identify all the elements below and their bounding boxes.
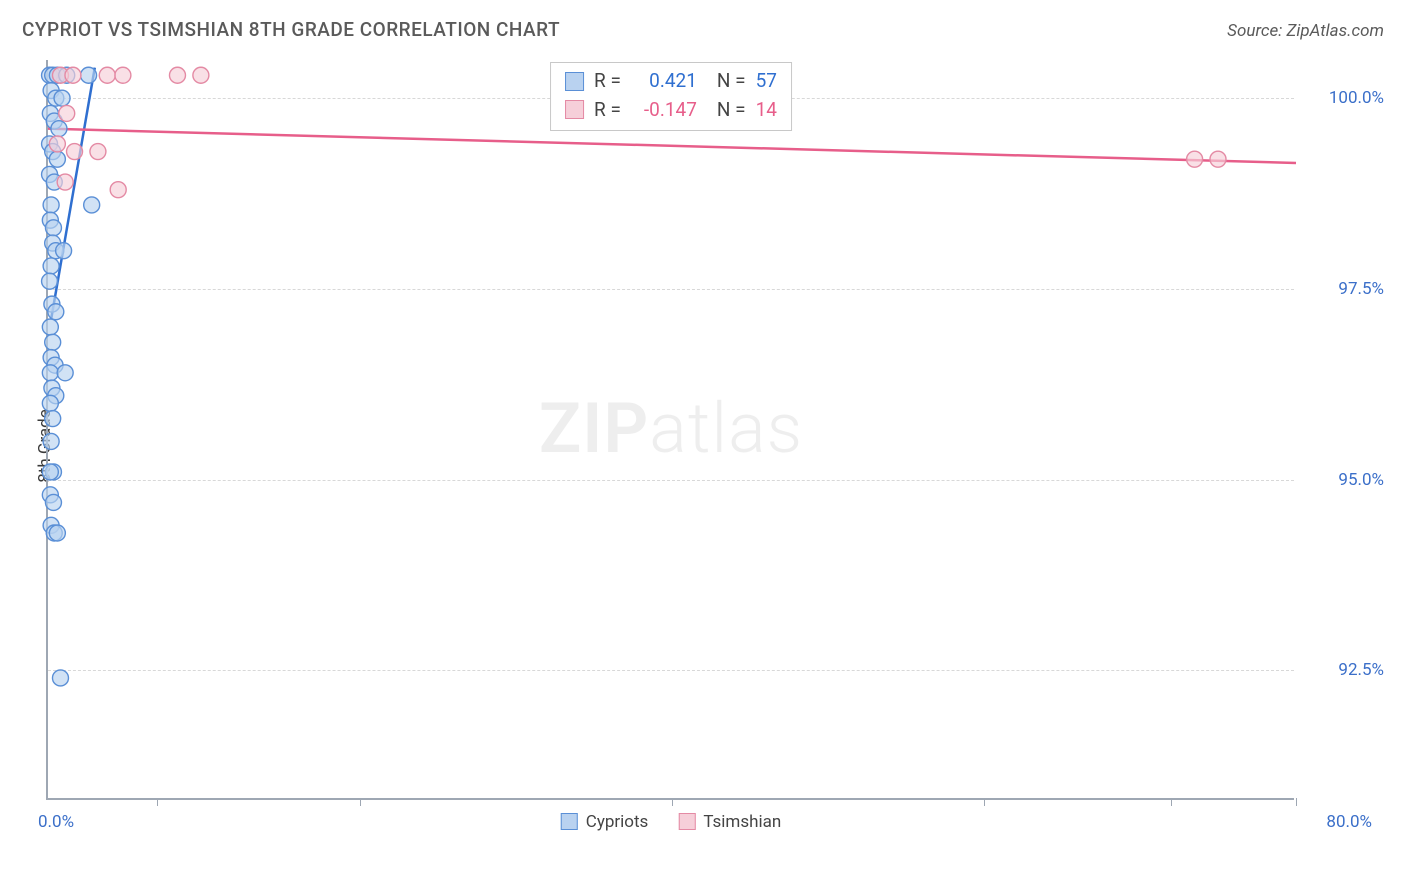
y-tick-label: 92.5% bbox=[1304, 660, 1384, 680]
legend-item: Tsimshian bbox=[678, 812, 781, 832]
y-tick-label: 97.5% bbox=[1304, 279, 1384, 299]
data-point bbox=[42, 365, 58, 381]
x-tick bbox=[1296, 798, 1297, 806]
data-point bbox=[99, 67, 115, 83]
y-tick-label: 95.0% bbox=[1304, 470, 1384, 490]
stats-legend-box: R = 0.421 N = 57 R = -0.147 N = 14 bbox=[550, 62, 792, 131]
data-point bbox=[43, 433, 59, 449]
n-label: N = bbox=[717, 67, 746, 96]
data-point bbox=[56, 243, 72, 259]
r-label: R = bbox=[594, 67, 621, 96]
data-point bbox=[115, 67, 131, 83]
data-point bbox=[54, 90, 70, 106]
data-point bbox=[57, 174, 73, 190]
x-tick bbox=[157, 798, 158, 806]
n-label: N = bbox=[717, 96, 746, 125]
x-tick bbox=[984, 798, 985, 806]
data-point bbox=[84, 197, 100, 213]
n-value: 57 bbox=[756, 67, 777, 96]
scatter-canvas bbox=[48, 60, 1294, 798]
r-value: 0.421 bbox=[631, 67, 697, 96]
data-point bbox=[42, 464, 58, 480]
data-point bbox=[49, 151, 65, 167]
plot-area: 92.5%95.0%97.5%100.0% ZIPatlas R =0.421N… bbox=[46, 60, 1294, 800]
data-point bbox=[49, 136, 65, 152]
x-axis-end-label: 80.0% bbox=[1326, 812, 1372, 832]
data-point bbox=[59, 105, 75, 121]
data-point bbox=[42, 395, 58, 411]
data-point bbox=[67, 144, 83, 160]
x-axis-start-label: 0.0% bbox=[38, 812, 74, 832]
bottom-legend: Cypriots Tsimshian bbox=[561, 812, 782, 832]
data-point bbox=[48, 304, 64, 320]
legend-swatch bbox=[561, 813, 578, 830]
n-value: 14 bbox=[756, 96, 777, 125]
r-label: R = bbox=[594, 96, 621, 125]
data-point bbox=[1210, 151, 1226, 167]
data-point bbox=[110, 182, 126, 198]
source-attribution: Source: ZipAtlas.com bbox=[1227, 21, 1384, 41]
data-point bbox=[45, 494, 61, 510]
data-point bbox=[90, 144, 106, 160]
r-value: -0.147 bbox=[631, 96, 697, 125]
legend-item: Cypriots bbox=[561, 812, 649, 832]
legend-swatch bbox=[678, 813, 695, 830]
data-point bbox=[43, 258, 59, 274]
trend-line bbox=[48, 129, 1296, 163]
data-point bbox=[57, 365, 73, 381]
data-point bbox=[45, 220, 61, 236]
data-point bbox=[52, 670, 68, 686]
stats-row: R = 0.421 N = 57 bbox=[565, 67, 777, 96]
data-point bbox=[42, 273, 58, 289]
data-point bbox=[51, 121, 67, 137]
data-point bbox=[43, 197, 59, 213]
data-point bbox=[1187, 151, 1203, 167]
y-tick-label: 100.0% bbox=[1304, 88, 1384, 108]
data-point bbox=[193, 67, 209, 83]
data-point bbox=[81, 67, 97, 83]
data-point bbox=[45, 411, 61, 427]
data-point bbox=[42, 319, 58, 335]
x-tick bbox=[672, 798, 673, 806]
data-point bbox=[45, 334, 61, 350]
legend-swatch bbox=[565, 100, 584, 119]
legend-swatch bbox=[565, 72, 584, 91]
chart-title: CYPRIOT VS TSIMSHIAN 8TH GRADE CORRELATI… bbox=[22, 18, 560, 41]
x-tick bbox=[360, 798, 361, 806]
x-tick bbox=[1171, 798, 1172, 806]
stats-row: R = -0.147 N = 14 bbox=[565, 96, 777, 125]
data-point bbox=[49, 525, 65, 541]
data-point bbox=[169, 67, 185, 83]
data-point bbox=[65, 67, 81, 83]
